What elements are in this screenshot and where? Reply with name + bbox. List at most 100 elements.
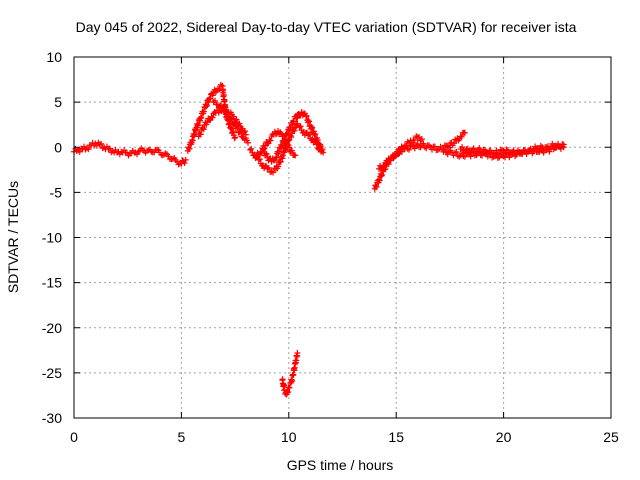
data-point [209, 92, 216, 99]
data-point [234, 125, 241, 132]
x-tick-label: 20 [496, 429, 512, 445]
data-point [237, 128, 244, 135]
data-point [297, 123, 304, 130]
x-axis-label: GPS time / hours [287, 457, 394, 473]
data-point [476, 145, 483, 152]
data-point [268, 168, 275, 175]
data-point [263, 151, 270, 158]
y-tick-label: -10 [42, 230, 62, 246]
y-axis-label: SDTVAR / TECUs [5, 181, 21, 293]
data-point [502, 149, 509, 156]
data-point [286, 144, 293, 151]
y-tick-label: -5 [50, 184, 63, 200]
data-point [224, 110, 231, 117]
data-point [306, 131, 313, 138]
data-point [460, 153, 467, 160]
data-point [413, 133, 420, 140]
data-point [248, 145, 255, 152]
data-point [197, 117, 204, 124]
data-points [71, 81, 567, 398]
data-point [313, 141, 320, 148]
data-point [493, 147, 500, 154]
data-point [293, 115, 300, 122]
data-point [199, 125, 206, 132]
data-point [85, 146, 92, 153]
data-point [294, 350, 301, 357]
data-point [169, 155, 176, 162]
x-tick-label: 0 [70, 429, 78, 445]
data-point [229, 129, 236, 136]
data-point [395, 151, 402, 158]
data-point [181, 160, 188, 167]
data-point [459, 144, 466, 151]
data-point [275, 149, 282, 156]
series-seg8 [294, 109, 327, 156]
x-tick-label: 5 [178, 429, 186, 445]
series-seg15 [457, 140, 567, 158]
data-point [444, 151, 451, 158]
data-point [309, 124, 316, 131]
data-point [273, 154, 280, 161]
data-point [198, 115, 205, 122]
data-point [275, 163, 282, 170]
data-point [458, 133, 465, 140]
data-point [93, 142, 100, 149]
data-point [404, 138, 411, 145]
data-point [381, 163, 388, 170]
data-point [232, 134, 239, 141]
data-point [290, 118, 297, 125]
data-point [406, 146, 413, 153]
data-point [292, 152, 299, 159]
data-point [378, 172, 385, 179]
data-point [305, 117, 312, 124]
data-point [208, 113, 215, 120]
data-point [220, 104, 227, 111]
data-point [318, 148, 325, 155]
data-point [291, 127, 298, 134]
x-tick-label: 10 [281, 429, 297, 445]
x-tick-labels: 0 5 10 15 20 25 [70, 429, 619, 445]
data-point [373, 183, 380, 190]
data-point [203, 102, 210, 109]
data-point [278, 144, 285, 151]
data-point [200, 126, 207, 133]
x-tick-label: 15 [388, 429, 404, 445]
data-point [195, 121, 202, 128]
data-point [479, 149, 486, 156]
data-point [418, 136, 425, 143]
data-point [423, 145, 430, 152]
data-point [280, 139, 287, 146]
series-seg13 [401, 129, 468, 154]
data-point [311, 131, 318, 138]
data-point [203, 103, 210, 110]
data-point [453, 149, 460, 156]
data-point [266, 137, 273, 144]
data-point [98, 140, 105, 147]
data-point [260, 145, 267, 152]
data-point [279, 142, 286, 149]
series-seg11 [371, 133, 425, 192]
data-point [294, 120, 301, 127]
y-tick-label: -15 [42, 275, 62, 291]
data-point [225, 110, 232, 117]
data-point [197, 131, 204, 138]
y-tick-label: 5 [54, 94, 62, 110]
data-point [420, 140, 427, 147]
data-point [414, 140, 421, 147]
data-point [182, 156, 189, 163]
data-point [288, 134, 295, 141]
data-point [272, 154, 279, 161]
data-point [284, 130, 291, 137]
series-seg4 [210, 97, 251, 146]
data-point [376, 177, 383, 184]
series-seg10 [279, 350, 301, 398]
x-tick-label: 25 [603, 429, 619, 445]
data-point [231, 119, 238, 126]
y-tick-label: -20 [42, 320, 62, 336]
data-point [379, 171, 386, 178]
series-seg6 [253, 128, 299, 160]
data-point [560, 144, 567, 151]
chart-title: Day 045 of 2022, Sidereal Day-to-day VTE… [76, 19, 577, 35]
data-point [496, 150, 503, 157]
